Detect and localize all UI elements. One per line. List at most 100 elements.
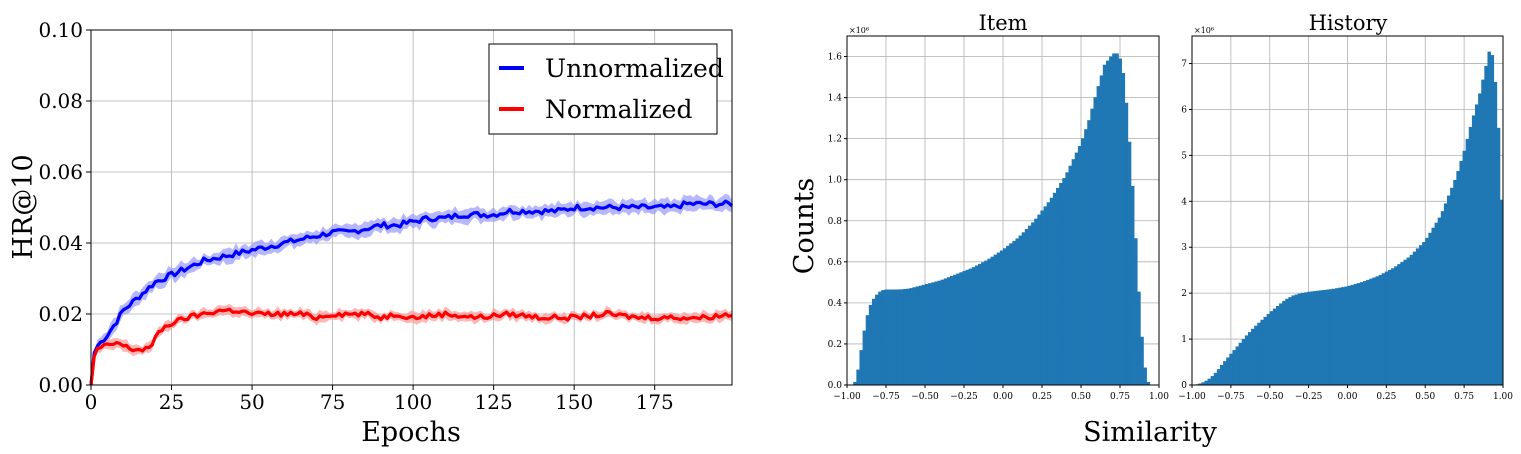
- p3-x-tick-label: 0.00: [1337, 392, 1357, 402]
- p1-y-tick-label: 0.10: [38, 18, 83, 42]
- p3-bar: [1251, 328, 1255, 385]
- p1-x-tick-label: 0: [85, 390, 98, 414]
- p2-bar: [1034, 218, 1038, 385]
- p2-bar: [900, 289, 904, 385]
- p1-y-tick-label: 0.04: [38, 231, 83, 255]
- p2-bar: [971, 267, 976, 385]
- p3-bar: [1275, 306, 1280, 385]
- p2-bar: [896, 289, 901, 385]
- p3-bar: [1216, 369, 1221, 385]
- hr-plot-frame: [90, 29, 733, 386]
- p2-bar: [1121, 72, 1126, 385]
- p3-bar: [1493, 81, 1498, 385]
- p3-bar: [1443, 203, 1448, 385]
- p3-bar: [1490, 55, 1495, 385]
- p2-bar: [1015, 238, 1019, 385]
- p3-bar: [1319, 290, 1324, 385]
- p2-bar: [1146, 381, 1151, 385]
- p2-bar: [1037, 214, 1041, 385]
- p3-bar: [1440, 211, 1445, 385]
- line-normalized: [89, 307, 733, 386]
- p3-bar: [1285, 298, 1289, 385]
- p3-x-tick-label: −0.25: [1295, 392, 1323, 402]
- p2-bar: [1115, 53, 1119, 385]
- p3-bar: [1307, 291, 1311, 385]
- p2-bar: [1081, 138, 1085, 385]
- p2-bar: [946, 277, 951, 385]
- p3-bar: [1406, 257, 1411, 385]
- p3-bar: [1453, 179, 1457, 385]
- p3-bar: [1428, 232, 1432, 385]
- p3-bar: [1247, 332, 1252, 385]
- p2-bar: [871, 298, 876, 385]
- p3-x-tick-label: 0.25: [1376, 392, 1396, 402]
- p2-bar: [987, 258, 991, 385]
- p2-bar: [875, 294, 879, 385]
- p1-x-tick-label: 100: [394, 390, 432, 414]
- p3-y-tick-label: 0: [1181, 381, 1187, 391]
- hr-y-ticks: 0.00 0.02 0.04 0.06 0.08 0.10: [38, 18, 91, 397]
- p3-bar: [1341, 287, 1345, 385]
- p3-bar: [1375, 276, 1379, 385]
- p1-x-tick-label: 25: [159, 390, 184, 414]
- p2-bar: [853, 381, 857, 385]
- p3-bar: [1378, 274, 1383, 385]
- p2-bar: [1137, 291, 1141, 385]
- p3-bar: [1300, 292, 1305, 385]
- p2-bar: [868, 304, 873, 385]
- p3-bar: [1210, 376, 1215, 385]
- p2-bar: [906, 288, 910, 385]
- p3-y-tick-label: 6: [1181, 105, 1187, 115]
- p3-y-tick-label: 5: [1181, 151, 1187, 161]
- p2-bar: [956, 273, 960, 385]
- p3-bar: [1450, 187, 1454, 385]
- p2-bar: [1130, 185, 1135, 385]
- p3-bar: [1481, 79, 1485, 385]
- p2-bar: [1056, 187, 1060, 385]
- p3-bar: [1366, 279, 1370, 385]
- p3-bar: [1353, 283, 1358, 385]
- p3-bar: [1213, 372, 1218, 385]
- item-x-ticks: −1.00 −0.75 −0.50 −0.25 0.00 0.25 0.50 0.75 1.00: [833, 385, 1169, 402]
- p2-x-tick-label: −0.25: [950, 392, 978, 402]
- p1-x-tick-label: 125: [475, 390, 513, 414]
- p2-bar: [1074, 152, 1079, 385]
- p2-y-tick-label: 1.2: [828, 135, 842, 145]
- p2-bar: [909, 288, 913, 385]
- p2-bar: [937, 280, 941, 385]
- p2-bar: [990, 256, 995, 385]
- p2-bar: [1052, 192, 1057, 385]
- history-panel-title: History: [1309, 11, 1388, 35]
- history-scale-label: ×10⁶: [1194, 26, 1214, 35]
- p3-bar: [1363, 281, 1367, 385]
- p3-bar: [1409, 254, 1414, 385]
- p3-bar: [1316, 290, 1320, 385]
- p2-bar: [1021, 232, 1026, 385]
- p3-y-tick-label: 3: [1181, 243, 1187, 253]
- p2-bar: [878, 291, 882, 385]
- p3-bar: [1272, 308, 1277, 385]
- p2-bar: [1006, 245, 1010, 385]
- p3-bar: [1465, 138, 1470, 385]
- p3-y-tick-label: 7: [1181, 60, 1187, 70]
- hr-series-lines: [89, 199, 734, 386]
- p3-bar: [1437, 217, 1442, 385]
- p2-bar: [996, 252, 1001, 385]
- p3-bar: [1198, 383, 1202, 385]
- p2-x-tick-label: 0.75: [1110, 392, 1130, 402]
- p2-bar: [1084, 129, 1088, 385]
- p3-bar: [1462, 150, 1467, 385]
- p2-bar: [993, 254, 998, 385]
- p3-bar: [1204, 380, 1208, 385]
- p1-x-tick-label: 175: [636, 390, 674, 414]
- item-histogram-bars: [853, 53, 1151, 386]
- p2-bar: [856, 369, 860, 385]
- hr-legend-box: [488, 43, 718, 135]
- hr-x-axis-label: Epochs: [361, 417, 461, 448]
- p2-bar: [1049, 197, 1054, 385]
- p2-x-tick-label: 0.25: [1032, 392, 1052, 402]
- p3-bar: [1381, 273, 1386, 385]
- p3-x-tick-label: 0.50: [1415, 392, 1435, 402]
- p1-x-tick-label: 75: [320, 390, 345, 414]
